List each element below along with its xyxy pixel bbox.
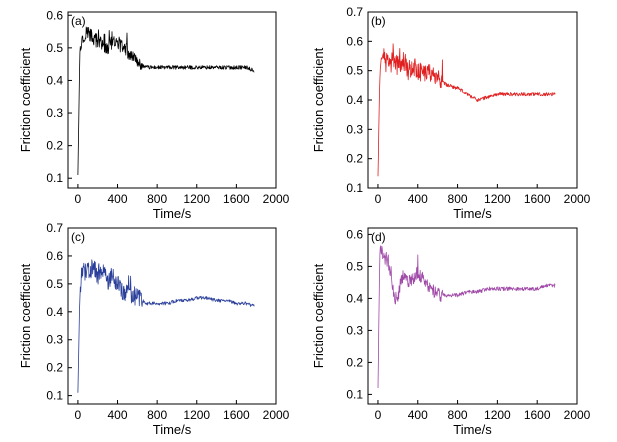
x-tick-label: 1600 bbox=[524, 408, 551, 422]
y-tick-label: 0.2 bbox=[346, 152, 363, 166]
y-tick-label: 0.1 bbox=[46, 171, 63, 185]
x-tick-label: 2000 bbox=[564, 408, 591, 422]
x-tick-label: 0 bbox=[75, 408, 82, 422]
panel-label: (d) bbox=[371, 230, 386, 244]
y-tick-label: 0.6 bbox=[346, 227, 363, 241]
y-tick-label: 0.4 bbox=[46, 305, 63, 319]
x-tick-label: 0 bbox=[375, 192, 382, 206]
y-tick-label: 0.1 bbox=[346, 181, 363, 195]
y-tick-label: 0.5 bbox=[46, 277, 63, 291]
y-tick-label: 0.7 bbox=[346, 5, 363, 19]
x-tick-label: 2000 bbox=[263, 192, 290, 206]
y-tick-label: 0.6 bbox=[346, 34, 363, 48]
y-axis-label: Friction coefficient bbox=[18, 47, 33, 152]
x-tick-label: 1600 bbox=[223, 192, 250, 206]
y-tick-label: 0.4 bbox=[346, 93, 363, 107]
x-tick-label: 1200 bbox=[183, 192, 210, 206]
plot-frame bbox=[67, 11, 277, 189]
panel-label: (c) bbox=[71, 230, 85, 244]
chart-panel-a: 0 400 800 1200 1600 2000 0.1 0.2 0.3 0.4 0.5 0.6 Tim… bbox=[18, 8, 290, 221]
y-tick-label: 0.2 bbox=[46, 139, 63, 153]
y-tick-label: 0.5 bbox=[46, 41, 63, 55]
y-tick-label: 0.3 bbox=[46, 333, 63, 347]
friction-series-line-b bbox=[377, 43, 556, 177]
y-tick-label: 0.5 bbox=[346, 64, 363, 78]
x-tick-label: 800 bbox=[147, 408, 167, 422]
chart-panel-b: 0 400 800 1200 1600 2000 0.1 0.2 0.3 0.4 0.5 0.6 0.7… bbox=[311, 5, 591, 221]
x-axis-label: Time/s bbox=[153, 422, 192, 437]
x-tick-label: 2000 bbox=[263, 408, 290, 422]
y-tick-label: 0.3 bbox=[46, 106, 63, 120]
y-axis-label: Friction coefficient bbox=[311, 47, 326, 152]
y-tick-label: 0.3 bbox=[346, 323, 363, 337]
y-tick-label: 0.3 bbox=[346, 122, 363, 136]
friction-series-line-c bbox=[77, 259, 255, 393]
plot-frame bbox=[367, 11, 578, 189]
x-tick-label: 800 bbox=[448, 408, 468, 422]
y-axis-label: Friction coefficient bbox=[18, 263, 33, 368]
x-tick-label: 800 bbox=[448, 192, 468, 206]
plot-frame bbox=[67, 227, 277, 405]
friction-series-line-d bbox=[377, 245, 556, 389]
x-tick-label: 400 bbox=[408, 192, 428, 206]
x-tick-label: 0 bbox=[75, 192, 82, 206]
y-tick-label: 0.1 bbox=[46, 389, 63, 403]
y-tick-label: 0.1 bbox=[346, 387, 363, 401]
x-tick-label: 1600 bbox=[524, 192, 551, 206]
y-tick-label: 0.6 bbox=[46, 8, 63, 22]
y-tick-label: 0.4 bbox=[346, 291, 363, 305]
y-tick-label: 0.5 bbox=[346, 259, 363, 273]
x-tick-label: 400 bbox=[408, 408, 428, 422]
panel-label: (b) bbox=[371, 14, 386, 28]
x-tick-label: 2000 bbox=[564, 192, 591, 206]
x-tick-label: 400 bbox=[108, 408, 128, 422]
y-tick-label: 0.7 bbox=[46, 221, 63, 235]
x-tick-label: 800 bbox=[147, 192, 167, 206]
x-tick-label: 1200 bbox=[484, 192, 511, 206]
y-tick-label: 0.2 bbox=[346, 355, 363, 369]
x-axis-label: Time/s bbox=[453, 206, 492, 221]
y-tick-label: 0.6 bbox=[46, 249, 63, 263]
chart-panel-c: 0 400 800 1200 1600 2000 0.1 0.2 0.3 0.4 0.5 0.6 0.7… bbox=[18, 221, 290, 437]
y-tick-label: 0.4 bbox=[46, 73, 63, 87]
x-axis-label: Time/s bbox=[453, 422, 492, 437]
panel-label: (a) bbox=[71, 14, 86, 28]
x-tick-label: 0 bbox=[375, 408, 382, 422]
y-axis-label: Friction coefficient bbox=[311, 263, 326, 368]
x-tick-label: 1600 bbox=[223, 408, 250, 422]
y-tick-label: 0.2 bbox=[46, 361, 63, 375]
x-tick-label: 1200 bbox=[183, 408, 210, 422]
x-tick-label: 400 bbox=[108, 192, 128, 206]
x-tick-label: 1200 bbox=[484, 408, 511, 422]
x-axis-label: Time/s bbox=[153, 206, 192, 221]
chart-panel-d: 0 400 800 1200 1600 2000 0.1 0.2 0.3 0.4 0.5 0.6 Tim… bbox=[311, 227, 591, 437]
friction-series-line-a bbox=[77, 26, 255, 176]
plot-frame bbox=[367, 227, 578, 405]
